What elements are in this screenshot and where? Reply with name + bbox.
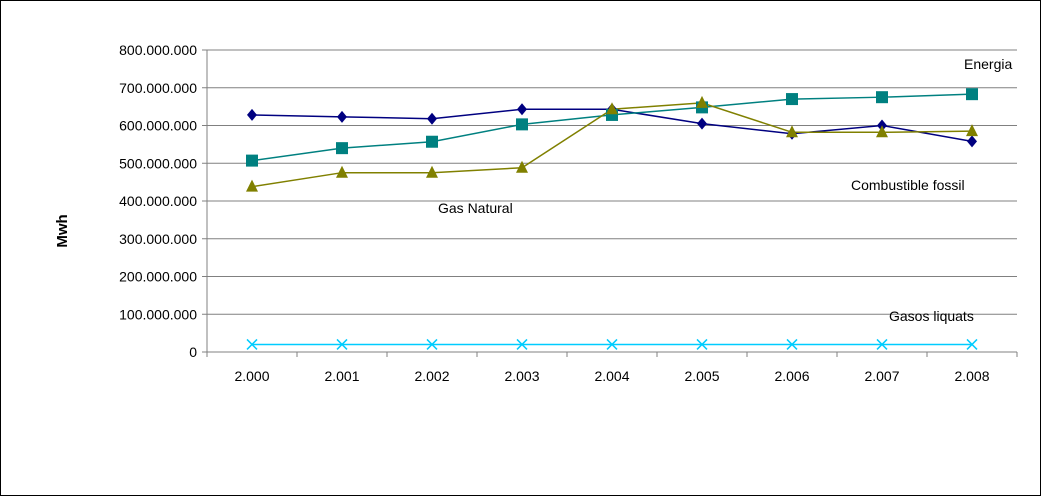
- data-point-combustible: [427, 112, 437, 125]
- data-point-combustible: [517, 103, 527, 116]
- x-tick-label: 2.001: [324, 368, 359, 384]
- series-lines: [251, 93, 973, 346]
- data-point-combustible: [337, 110, 347, 123]
- data-point-gas: [876, 125, 888, 138]
- data-point-energia: [966, 88, 978, 101]
- x-tick-label: 2.008: [954, 368, 989, 384]
- data-point-gasos: [786, 338, 798, 350]
- x-tick-label: 2.006: [774, 368, 809, 384]
- y-tick-label: 400.000.000: [119, 193, 197, 209]
- series-markers: [246, 88, 978, 350]
- data-point-gas: [696, 95, 708, 108]
- y-tick-labels: 0 100.000.000 200.000.000 300.000.000 400.00…: [119, 42, 197, 360]
- x-tick-label: 2.004: [594, 368, 629, 384]
- data-point-gasos: [696, 338, 708, 350]
- data-point-gasos: [426, 338, 438, 350]
- x-tick-label: 2.002: [414, 368, 449, 384]
- data-point-gas: [786, 125, 798, 138]
- data-point-combustible: [697, 117, 707, 130]
- data-point-gas: [516, 160, 528, 173]
- y-tick-label: 300.000.000: [119, 231, 197, 247]
- data-point-energia: [516, 118, 528, 131]
- y-tick-label: 0: [189, 344, 197, 360]
- data-point-gas: [426, 165, 438, 178]
- data-point-combustible: [967, 135, 977, 148]
- x-tick-label: 2.005: [684, 368, 719, 384]
- data-point-gasos: [246, 338, 258, 350]
- gridlines: [207, 49, 1017, 315]
- data-point-gasos: [966, 338, 978, 350]
- y-tick-label: 600.000.000: [119, 118, 197, 134]
- data-point-energia: [786, 93, 798, 106]
- data-point-energia: [426, 135, 438, 148]
- data-point-energia: [246, 154, 258, 167]
- y-tick-label: 700.000.000: [119, 80, 197, 96]
- data-point-gasos: [606, 338, 618, 350]
- annotation-gasos-liquats: Gasos liquats: [889, 308, 974, 324]
- data-point-gasos: [336, 338, 348, 350]
- data-point-gas: [606, 102, 618, 115]
- y-tick-label: 200.000.000: [119, 269, 197, 285]
- y-tick-label: 100.000.000: [119, 306, 197, 322]
- annotation-combustible-fossil: Combustible fossil: [851, 177, 965, 193]
- y-tick-label: 500.000.000: [119, 155, 197, 171]
- data-point-energia: [336, 142, 348, 155]
- annotation-gas-natural: Gas Natural: [438, 200, 513, 216]
- data-point-combustible: [247, 108, 257, 121]
- annotation-energia: Energia: [964, 56, 1012, 72]
- data-point-gas: [966, 124, 978, 137]
- x-tick-label: 2.007: [864, 368, 899, 384]
- axes: [202, 49, 1018, 357]
- data-point-energia: [876, 91, 888, 104]
- x-tick-label: 2.003: [504, 368, 539, 384]
- x-tick-label: 2.000: [234, 368, 269, 384]
- y-tick-label: 800.000.000: [119, 42, 197, 58]
- data-point-gas: [336, 165, 348, 178]
- data-point-gas: [246, 179, 258, 192]
- data-point-gasos: [876, 338, 888, 350]
- y-axis-label: Mwh: [54, 214, 71, 247]
- data-point-gasos: [516, 338, 528, 350]
- x-tick-labels: 2.000 2.001 2.002 2.003 2.004 2.005 2.006 2.007…: [234, 368, 989, 384]
